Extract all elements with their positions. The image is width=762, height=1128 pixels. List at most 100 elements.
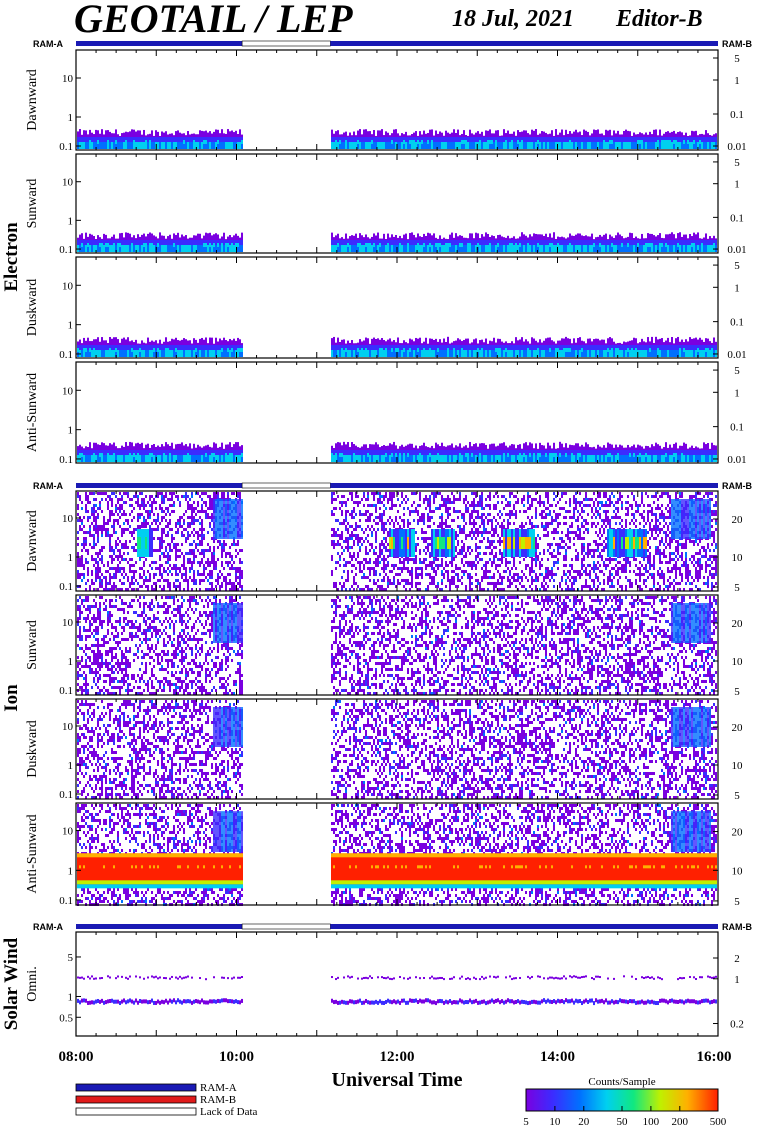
heatmap-cell	[553, 345, 555, 350]
heatmap-cell	[217, 450, 219, 455]
heatmap-cell	[567, 455, 569, 462]
heatmap-cell	[339, 450, 341, 455]
heatmap-cell	[99, 567, 101, 570]
heatmap-cell	[679, 240, 681, 245]
heatmap-cell	[83, 142, 85, 149]
heatmap-cell	[495, 455, 497, 462]
heatmap-cell	[333, 142, 335, 149]
heatmap-cell	[223, 232, 225, 240]
heatmap-cell	[627, 142, 629, 149]
heatmap-cell	[391, 245, 393, 252]
heatmap-cell	[147, 337, 149, 345]
heatmap-cell	[393, 450, 395, 455]
heatmap-cell	[429, 348, 431, 352]
heatmap-cell	[213, 240, 215, 245]
heatmap-cell	[649, 233, 651, 240]
heatmap-cell	[595, 350, 597, 357]
heatmap-cell	[517, 238, 519, 240]
heatmap-cell	[223, 448, 225, 450]
heatmap-cell	[549, 245, 551, 252]
heatmap-cell	[105, 350, 107, 357]
heatmap-cell	[629, 137, 631, 142]
heatmap-cell	[205, 510, 207, 513]
heatmap-cell	[383, 350, 385, 357]
heatmap-cell	[531, 345, 533, 350]
heatmap-cell	[139, 513, 141, 516]
heatmap-cell	[205, 130, 207, 137]
heatmap-cell	[461, 450, 463, 455]
heatmap-cell	[217, 546, 219, 549]
heatmap-cell	[211, 585, 213, 588]
heatmap-cell	[239, 348, 241, 352]
heatmap-cell	[223, 245, 225, 252]
heatmap-cell	[601, 350, 603, 357]
heatmap-cell	[489, 243, 491, 247]
heatmap-cell	[405, 445, 407, 450]
heatmap-cell	[231, 453, 233, 457]
heatmap-cell	[427, 343, 429, 345]
heatmap-cell	[393, 455, 395, 462]
heatmap-cell	[223, 455, 225, 462]
heatmap-cell	[443, 137, 445, 142]
heatmap-cell	[175, 573, 177, 576]
heatmap-cell	[177, 340, 179, 345]
heatmap-cell	[191, 561, 193, 564]
heatmap-cell	[399, 235, 401, 240]
heatmap-cell	[531, 455, 533, 462]
heatmap-cell	[139, 525, 141, 528]
heatmap-cell	[187, 525, 189, 528]
heatmap-cell	[103, 528, 105, 531]
heatmap-cell	[121, 582, 123, 585]
heatmap-cell	[407, 240, 409, 245]
heatmap-cell	[205, 513, 207, 516]
heatmap-cell	[229, 131, 231, 137]
y-tick-label-right: 1	[734, 75, 740, 87]
heatmap-cell	[357, 243, 359, 247]
heatmap-cell	[167, 555, 169, 558]
heatmap-cell	[77, 573, 79, 576]
heatmap-cell	[479, 450, 481, 455]
heatmap-cell	[191, 245, 193, 252]
heatmap-cell	[559, 455, 561, 462]
heatmap-cell	[357, 140, 359, 144]
heatmap-cell	[657, 455, 659, 462]
heatmap-cell	[79, 339, 81, 345]
heatmap-cell	[517, 140, 519, 144]
heatmap-cell	[87, 516, 89, 519]
heatmap-cell	[485, 444, 487, 450]
heatmap-cell	[473, 240, 475, 245]
heatmap-cell	[395, 453, 397, 457]
heatmap-cell	[517, 450, 519, 455]
heatmap-cell	[497, 243, 499, 247]
heatmap-cell	[603, 240, 605, 245]
heatmap-cell	[683, 240, 685, 245]
heatmap-cell	[153, 582, 155, 585]
heatmap-cell	[403, 453, 405, 457]
heatmap-cell	[515, 350, 517, 357]
heatmap-cell	[187, 558, 189, 561]
heatmap-cell	[169, 133, 171, 137]
heatmap-cell	[609, 450, 611, 455]
heatmap-cell	[635, 137, 637, 142]
heatmap-cell	[201, 579, 203, 582]
heatmap-cell	[231, 137, 233, 142]
heatmap-cell	[161, 507, 163, 510]
heatmap-cell	[125, 528, 127, 531]
heatmap-cell	[207, 516, 209, 519]
heatmap-cell	[681, 339, 683, 345]
heatmap-cell	[349, 245, 351, 252]
heatmap-cell	[187, 516, 189, 519]
heatmap-cell	[411, 142, 413, 149]
heatmap-cell	[157, 455, 159, 462]
heatmap-cell	[359, 142, 361, 149]
heatmap-cell	[697, 345, 699, 350]
heatmap-cell	[167, 348, 169, 352]
heatmap-cell	[679, 348, 681, 352]
heatmap-cell	[629, 350, 631, 357]
heatmap	[77, 232, 717, 252]
heatmap-cell	[639, 455, 641, 462]
heatmap-cell	[77, 513, 79, 516]
heatmap-cell	[133, 573, 135, 576]
heatmap-cell	[633, 337, 635, 345]
heatmap-cell	[513, 131, 515, 137]
